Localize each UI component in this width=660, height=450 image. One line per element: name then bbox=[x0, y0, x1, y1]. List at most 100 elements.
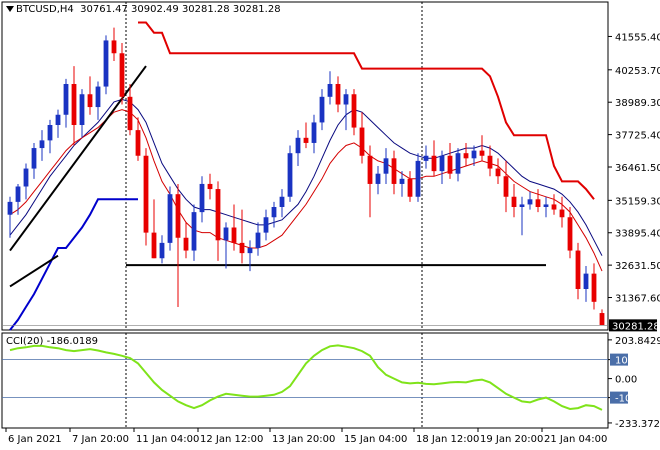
x-tick-label: 12 Jan 12:00 bbox=[200, 434, 263, 445]
price-tick-label: 35159.30 bbox=[615, 196, 660, 207]
candle-body bbox=[487, 155, 493, 169]
candle-body bbox=[191, 212, 197, 251]
cci-level-box bbox=[610, 391, 628, 404]
candle-body bbox=[295, 137, 301, 154]
candle-body bbox=[471, 150, 477, 159]
cci-tick-label: -233.372 bbox=[615, 419, 660, 430]
candle-body bbox=[175, 194, 181, 238]
candle-body bbox=[431, 155, 437, 172]
x-tick-label: 21 Jan 04:00 bbox=[544, 434, 607, 445]
candle-body bbox=[135, 130, 141, 156]
x-tick-label: 13 Jan 20:00 bbox=[272, 434, 335, 445]
candle-body bbox=[511, 196, 517, 207]
candle-body bbox=[255, 232, 261, 248]
candle-body bbox=[95, 86, 101, 108]
cci-marks bbox=[9, 344, 603, 411]
current-price-label: 30281.28 bbox=[612, 321, 660, 332]
candle-body bbox=[599, 313, 605, 326]
candle-body bbox=[79, 94, 85, 125]
candle-body bbox=[327, 84, 333, 97]
candle-body bbox=[583, 273, 589, 289]
cci-header: CCI(20) -186.0189 bbox=[6, 336, 98, 347]
candle-body bbox=[39, 140, 45, 149]
candle-body bbox=[391, 158, 397, 184]
candle-body bbox=[503, 176, 509, 197]
candle-body bbox=[423, 155, 429, 161]
price-tick-label: 36461.50 bbox=[615, 163, 660, 174]
cci-tick-label: 100 bbox=[615, 356, 634, 367]
candle-body bbox=[279, 196, 285, 207]
price-marks bbox=[2, 21, 608, 331]
candle-body bbox=[495, 168, 501, 177]
candle-body bbox=[359, 127, 365, 156]
axis-labels: 41555.40 40253.70 38989.30 37725.40 36461.50… bbox=[5, 32, 660, 445]
candle-body bbox=[239, 242, 245, 254]
cci-tick-label: -100 bbox=[615, 394, 638, 405]
candle-body bbox=[143, 155, 149, 233]
dropdown-triangle-icon[interactable] bbox=[6, 6, 14, 12]
cci-line bbox=[9, 344, 603, 411]
candle-body bbox=[63, 84, 69, 115]
candle-body bbox=[375, 173, 381, 184]
candle-body bbox=[111, 40, 117, 54]
price-tick-label: 37725.40 bbox=[615, 131, 660, 142]
candle-body bbox=[151, 232, 157, 259]
candle-body bbox=[287, 153, 293, 197]
candle-body bbox=[199, 183, 205, 213]
price-tick-label: 31367.60 bbox=[615, 294, 660, 305]
candle-body bbox=[71, 84, 77, 125]
candle-body bbox=[159, 242, 165, 259]
candle-body bbox=[271, 207, 277, 218]
price-tick-label: 38989.30 bbox=[615, 98, 660, 109]
ma-slow-line bbox=[9, 98, 603, 256]
candle-body bbox=[31, 148, 37, 169]
x-tick-label: 19 Jan 20:00 bbox=[480, 434, 543, 445]
candle-body bbox=[303, 137, 309, 143]
candle-body bbox=[215, 189, 221, 241]
upper-channel-line bbox=[138, 21, 595, 200]
candle-body bbox=[207, 183, 213, 190]
cci-tick-label: 0.00 bbox=[615, 375, 637, 386]
candle-body bbox=[479, 150, 485, 156]
candle-body bbox=[527, 199, 533, 205]
candle-body bbox=[119, 53, 125, 97]
candle-body bbox=[535, 199, 541, 207]
candle-body bbox=[559, 209, 565, 218]
candle-body bbox=[247, 248, 253, 254]
candle-body bbox=[127, 96, 133, 131]
x-tick-label: 11 Jan 04:00 bbox=[136, 434, 199, 445]
candle-body bbox=[455, 153, 461, 174]
candle-body bbox=[15, 186, 21, 202]
candle-body bbox=[87, 94, 93, 108]
candle-body bbox=[591, 273, 597, 302]
candle-body bbox=[351, 94, 357, 128]
x-tick-label: 15 Jan 04:00 bbox=[344, 434, 407, 445]
trendline bbox=[9, 254, 59, 288]
candle-body bbox=[55, 114, 61, 125]
candle-body bbox=[231, 227, 237, 243]
price-panel bbox=[1, 1, 609, 331]
cci-value: -186.0189 bbox=[46, 336, 98, 347]
price-tick-label: 41555.40 bbox=[615, 32, 660, 43]
candle-body bbox=[367, 155, 373, 184]
lower-channel-line bbox=[9, 198, 138, 331]
candle-body bbox=[551, 204, 557, 210]
candle-body bbox=[519, 204, 525, 207]
candle-body bbox=[167, 194, 173, 243]
candle-body bbox=[383, 158, 389, 174]
candle-body bbox=[23, 168, 29, 187]
symbol-label: BTCUSD,H4 bbox=[16, 4, 74, 15]
candle-body bbox=[463, 153, 469, 159]
candle-body bbox=[343, 94, 349, 105]
candle-body bbox=[415, 160, 421, 197]
chart-header: BTCUSD,H4 30761.47 30902.49 30281.28 302… bbox=[6, 4, 281, 15]
price-tick-label: 33895.40 bbox=[615, 229, 660, 240]
cci-label: CCI(20) bbox=[6, 336, 44, 347]
price-tick-label: 40253.70 bbox=[615, 66, 660, 77]
candle-body bbox=[439, 155, 445, 172]
price-frame bbox=[1, 1, 609, 331]
candle-body bbox=[447, 155, 453, 174]
cci-frame bbox=[1, 332, 609, 429]
candle-body bbox=[567, 217, 573, 251]
